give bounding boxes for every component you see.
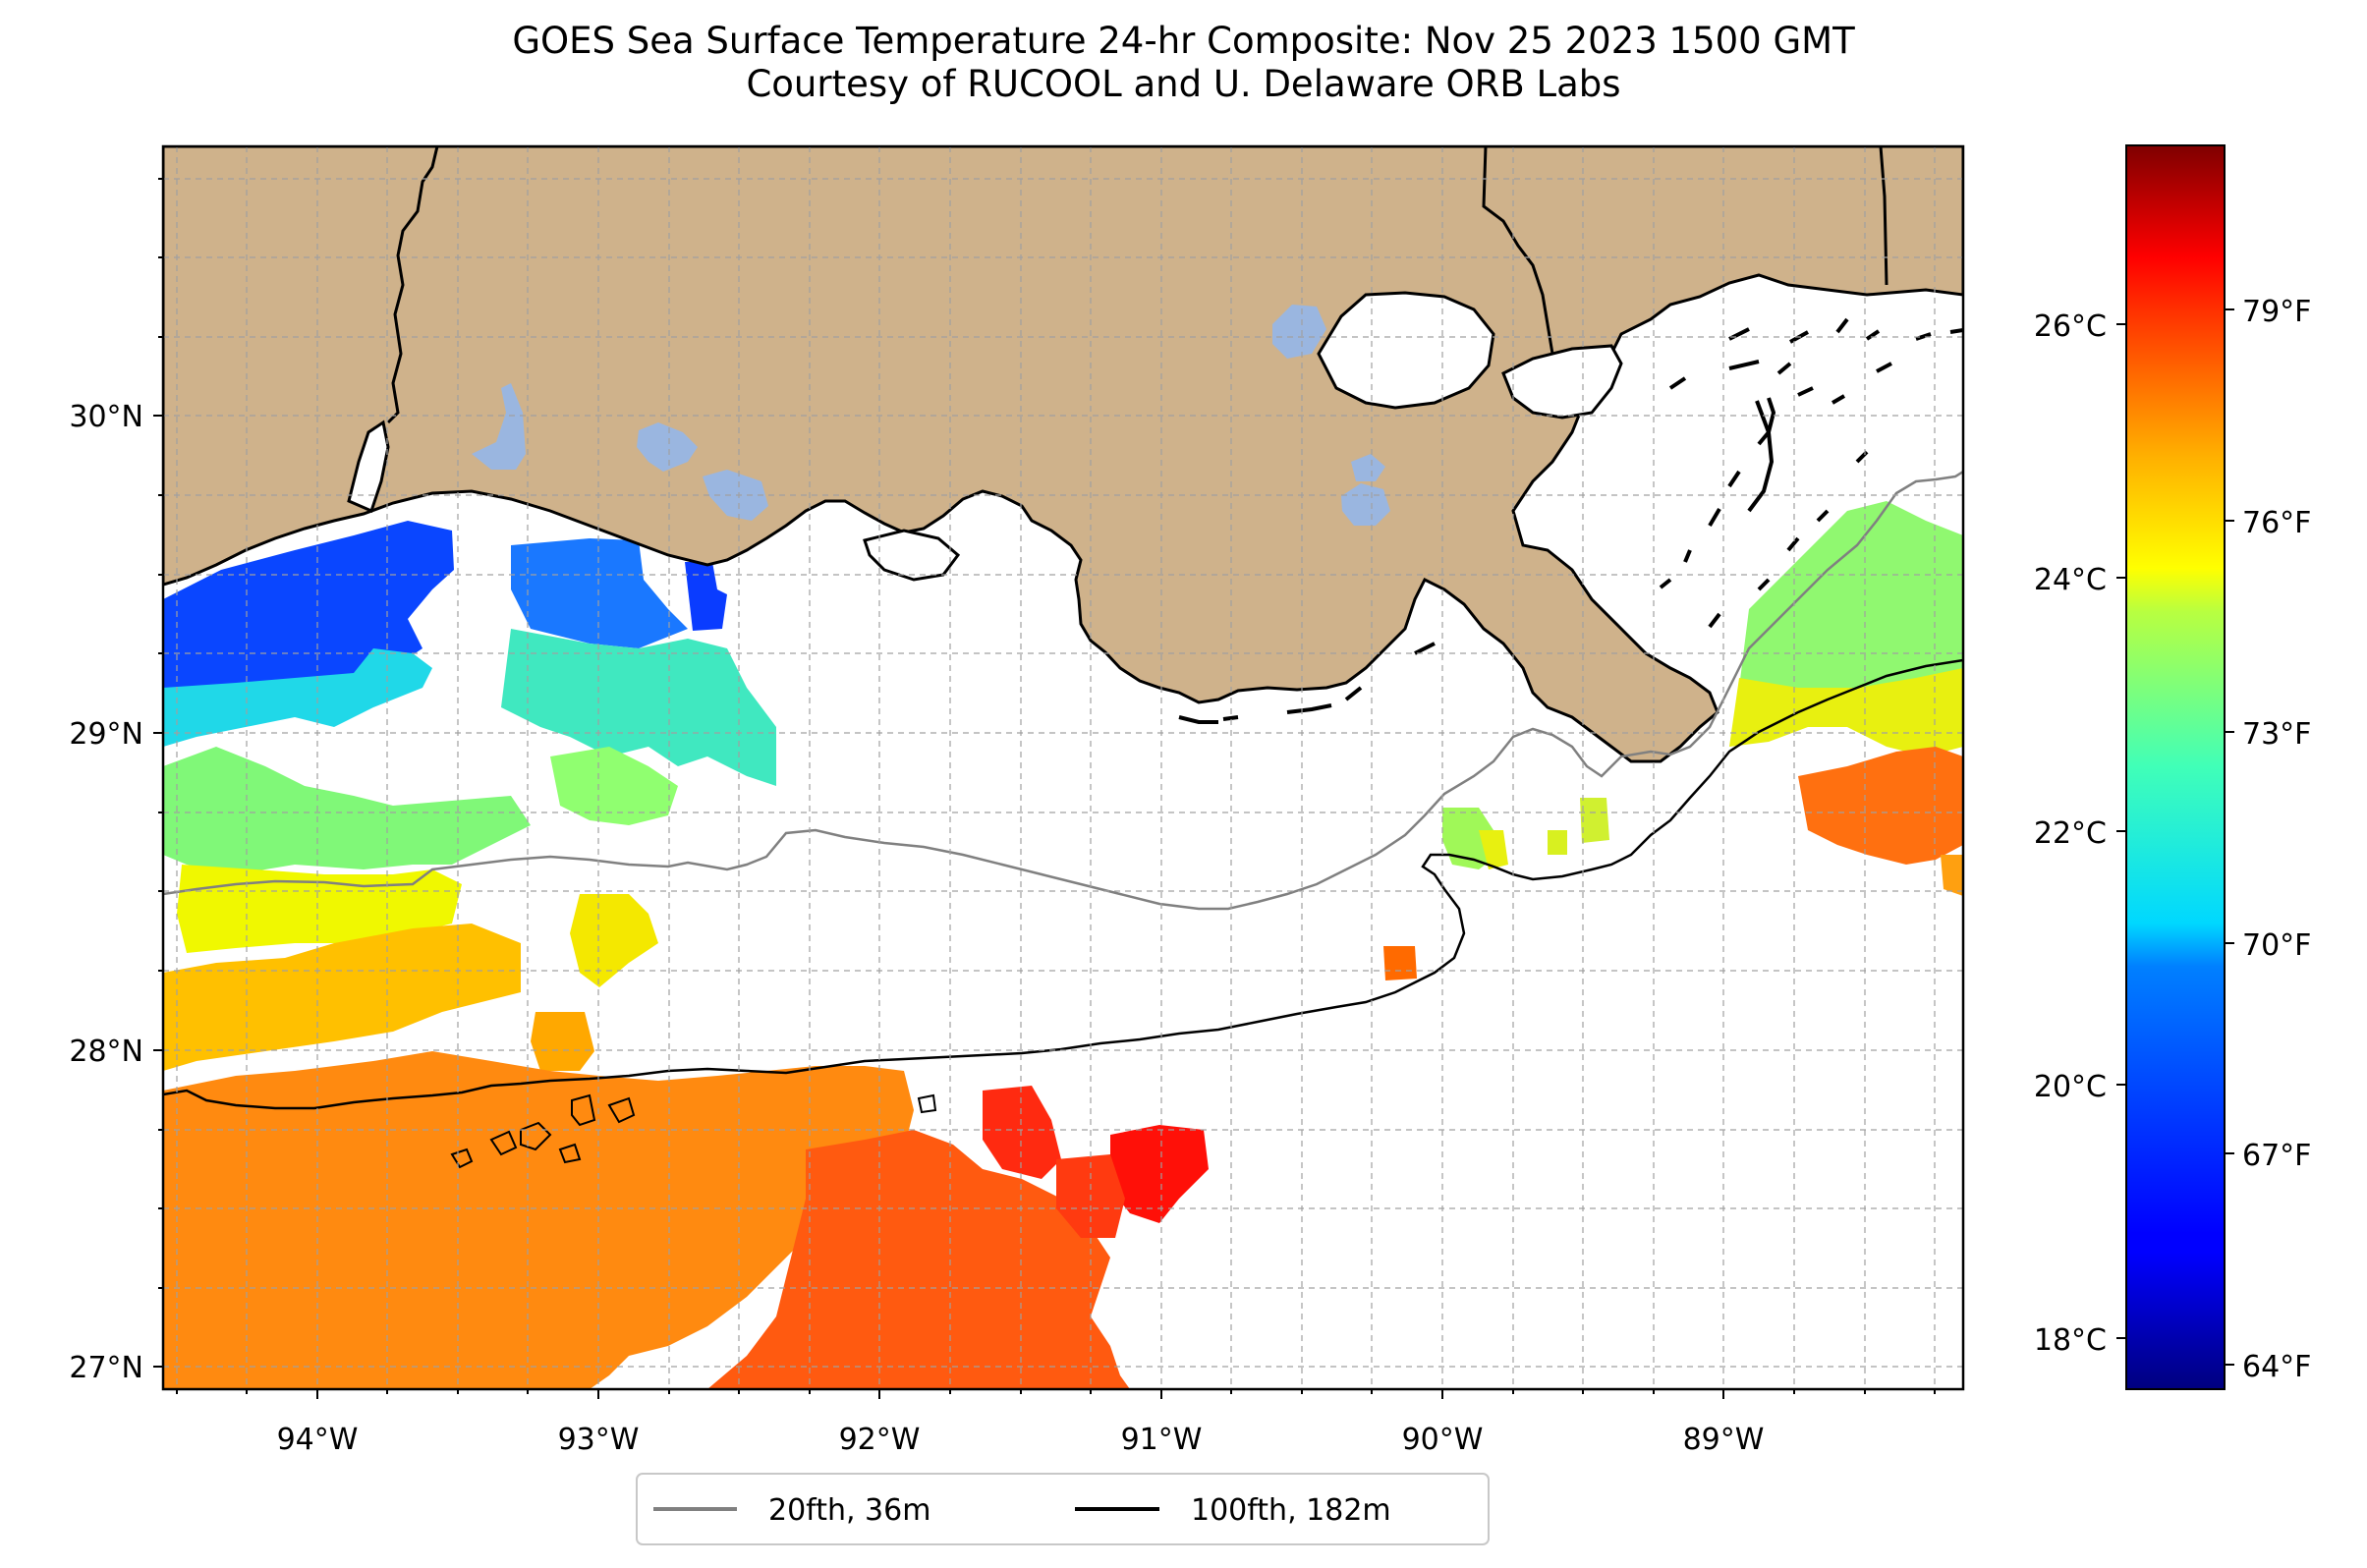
map-content (163, 146, 1963, 1389)
isobath-100fth (163, 658, 1963, 1110)
inland-lake-3 (703, 470, 768, 521)
lat-tick-label: 27°N (69, 1351, 143, 1385)
sst-patch-red-south-a (983, 1086, 1061, 1179)
legend: 20fth, 36m 100fth, 182m (636, 1473, 1490, 1545)
calcasieu-inlet (347, 420, 390, 514)
barrier-islands (1178, 317, 1963, 724)
lon-tick-label: 91°W (1121, 1423, 1203, 1457)
colorbar-celsius-label: 18°C (2034, 1323, 2107, 1358)
legend-box (636, 1473, 1490, 1545)
sst-patch-yellow-east-b (1548, 830, 1567, 855)
colorbar-fahrenheit-label: 70°F (2242, 928, 2311, 963)
lon-tick-label: 92°W (839, 1423, 921, 1457)
colorbar-celsius-label: 20°C (2034, 1070, 2107, 1104)
axis-ticks (153, 178, 1936, 1399)
sst-patch-orange-yellow-west (163, 924, 521, 1071)
sst-patch-cyan-west (163, 648, 432, 747)
sst-patch-orange-east-small (1941, 855, 1963, 896)
colorbar (2125, 144, 2226, 1390)
lon-tick-label: 94°W (277, 1423, 359, 1457)
colorbar-fahrenheit-label: 64°F (2242, 1350, 2311, 1384)
colorbar-fahrenheit-label: 73°F (2242, 717, 2311, 752)
legend-label-20fth: 20fth, 36m (768, 1493, 930, 1528)
colorbar-fahrenheit-label: 76°F (2242, 506, 2311, 540)
inland-lake-5 (1341, 483, 1390, 526)
isobath-100fth-islands (450, 1093, 937, 1169)
colorbar-celsius-label: 26°C (2034, 309, 2107, 344)
sst-patch-yellow-east-a (1479, 830, 1508, 869)
lake-borgne (1501, 344, 1623, 420)
sst-patch-orange-tiny (1383, 946, 1417, 980)
lat-tick-label: 28°N (69, 1035, 143, 1069)
sst-patch-orange-small (531, 1012, 594, 1071)
sst-patch-orange-south (163, 1051, 914, 1389)
sst-patch-red-orange-south (707, 1130, 1130, 1389)
colorbar-fahrenheit-label: 67°F (2242, 1139, 2311, 1173)
chart-title-line2: Courtesy of RUCOOL and U. Delaware ORB L… (746, 63, 1621, 105)
lon-tick-label: 90°W (1402, 1423, 1484, 1457)
sst-patch-blue-small (685, 562, 727, 631)
gridlines (163, 146, 1963, 1389)
isobath-20fth (163, 470, 1963, 911)
inland-lake-6 (1351, 454, 1385, 481)
sst-patch-yellow-east-c (1580, 798, 1609, 843)
lon-tick-label: 89°W (1683, 1423, 1765, 1457)
sst-patch-blue-center (511, 538, 688, 648)
lat-tick-label: 29°N (69, 717, 143, 752)
sst-patch-red-south-b (1110, 1125, 1209, 1223)
sst-patch-green-east-a (1442, 808, 1498, 869)
colorbar-celsius-label: 22°C (2034, 816, 2107, 851)
map-frame (161, 144, 1965, 1391)
inland-lake-4 (1272, 305, 1326, 359)
sst-patch-yellow-east-d (1729, 668, 1963, 756)
sst-patch-yellow-west (177, 865, 462, 953)
lat-tick-label: 30°N (69, 400, 143, 434)
sst-patch-yellow-center (570, 894, 658, 987)
sst-patch-orange-east (1798, 747, 1963, 865)
colorbar-fahrenheit-label: 79°F (2242, 295, 2311, 329)
sst-patch-green-west (163, 747, 531, 874)
sst-patch-green-east-b (1739, 501, 1963, 732)
lon-tick-label: 93°W (558, 1423, 640, 1457)
inland-lake-2 (637, 422, 698, 472)
sst-patch-cyan-center (501, 629, 776, 786)
lake-pontchartrain (1317, 291, 1495, 410)
colorbar-celsius-label: 24°C (2034, 563, 2107, 597)
sst-patch-green-center (550, 747, 678, 825)
colorbar-ticks (2116, 308, 2234, 1366)
chart-title-line1: GOES Sea Surface Temperature 24-hr Compo… (512, 20, 1855, 62)
inland-lake-1 (472, 383, 526, 470)
legend-label-100fth: 100fth, 182m (1191, 1493, 1391, 1528)
chandeleur-islands (1747, 400, 1775, 513)
